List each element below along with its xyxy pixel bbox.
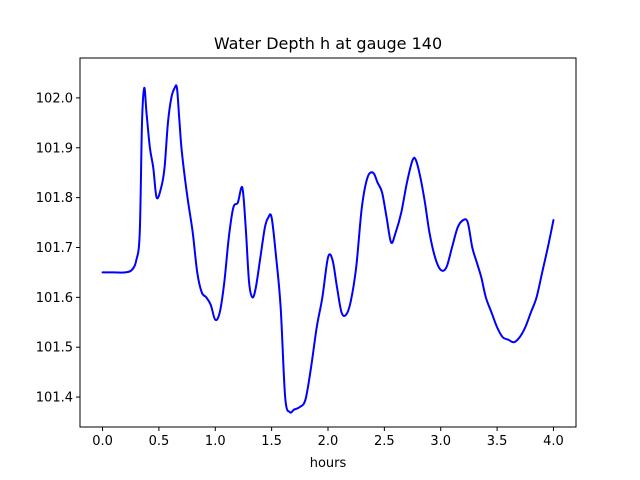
x-tick-label: 1.0 <box>205 434 226 449</box>
x-tick-label: 3.0 <box>430 434 451 449</box>
series-line-1 <box>101 84 555 414</box>
x-tick-label: 0.0 <box>92 434 113 449</box>
x-tick-label: 4.0 <box>543 434 564 449</box>
y-tick-label: 101.4 <box>36 391 73 406</box>
y-tick-label: 101.5 <box>36 341 73 356</box>
y-tick-label: 102.0 <box>36 91 73 106</box>
chart-title: Water Depth h at gauge 140 <box>214 34 442 53</box>
x-tick-label: 2.0 <box>318 434 339 449</box>
y-tick-label: 101.7 <box>36 241 73 256</box>
y-tick-label: 101.6 <box>36 291 73 306</box>
x-tick-label: 3.5 <box>487 434 508 449</box>
x-tick-label: 2.5 <box>374 434 395 449</box>
x-axis-label: hours <box>310 456 347 471</box>
y-tick-label: 101.8 <box>36 191 73 206</box>
x-axis: 0.0 0.5 1.0 1.5 2.0 2.5 3.0 3.5 4.0 <box>92 427 564 449</box>
y-tick-label: 101.9 <box>36 141 73 156</box>
series-layer <box>101 84 555 414</box>
x-tick-label: 1.5 <box>261 434 282 449</box>
y-axis: 101.4 101.5 101.6 101.7 101.8 101.9 102.0 <box>36 91 80 406</box>
x-tick-label: 0.5 <box>149 434 170 449</box>
